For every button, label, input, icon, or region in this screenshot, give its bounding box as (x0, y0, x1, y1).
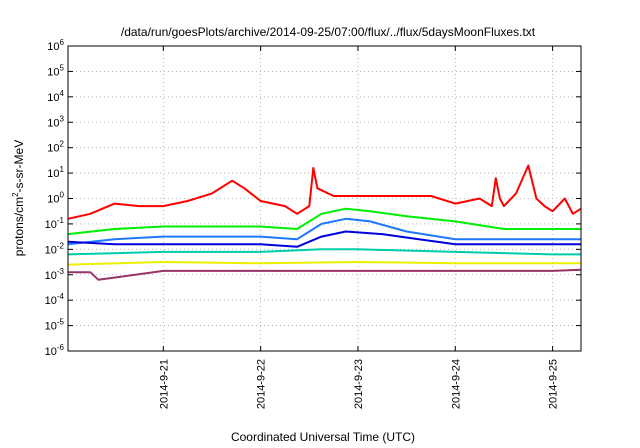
series-line-5 (67, 248, 581, 256)
y-tick-label: 10-1 (45, 216, 65, 231)
x-tick-label: 2014-9-22 (256, 359, 268, 409)
series-line-2 (67, 207, 581, 236)
y-tick-label: 104 (47, 89, 64, 104)
series-line-7 (68, 268, 582, 281)
y-tick-label: 10-5 (45, 318, 65, 333)
grid (68, 46, 581, 351)
x-tick-label: 2014-9-24 (450, 359, 462, 409)
x-tick-label: 2014-9-23 (353, 359, 365, 409)
y-tick-label: 10-6 (45, 343, 65, 358)
x-axis: 2014-9-21 2014-9-22 2014-9-23 2014-9-24 2014… (158, 46, 560, 409)
x-axis-label: Coordinated Universal Time (UTC) (231, 430, 415, 444)
series-line-3 (67, 217, 581, 246)
series-line-1 (67, 164, 582, 220)
y-tick-label: 101 (47, 165, 64, 180)
y-tick-label: 106 (47, 38, 64, 53)
chart-title: /data/run/goesPlots/archive/2014-09-25/0… (121, 25, 536, 39)
y-tick-label: 103 (47, 114, 64, 129)
series-line-4 (67, 230, 581, 248)
series-line-6 (67, 261, 581, 266)
y-axis-label: protons/cm2-s-sr-MeV (11, 140, 26, 256)
series-group (67, 164, 582, 281)
y-axis: 106 105 104 103 102 101 100 10-1 10-2 10-3 10-4 10-… (45, 38, 581, 358)
y-tick-label: 10-2 (45, 241, 65, 256)
y-tick-label: 102 (47, 140, 64, 155)
x-tick-label: 2014-9-25 (548, 359, 560, 409)
y-tick-label: 10-4 (45, 292, 65, 307)
y-tick-label: 10-3 (45, 267, 65, 282)
y-tick-label: 105 (47, 63, 64, 78)
x-tick-label: 2014-9-21 (158, 359, 170, 409)
y-tick-label: 100 (47, 191, 64, 206)
